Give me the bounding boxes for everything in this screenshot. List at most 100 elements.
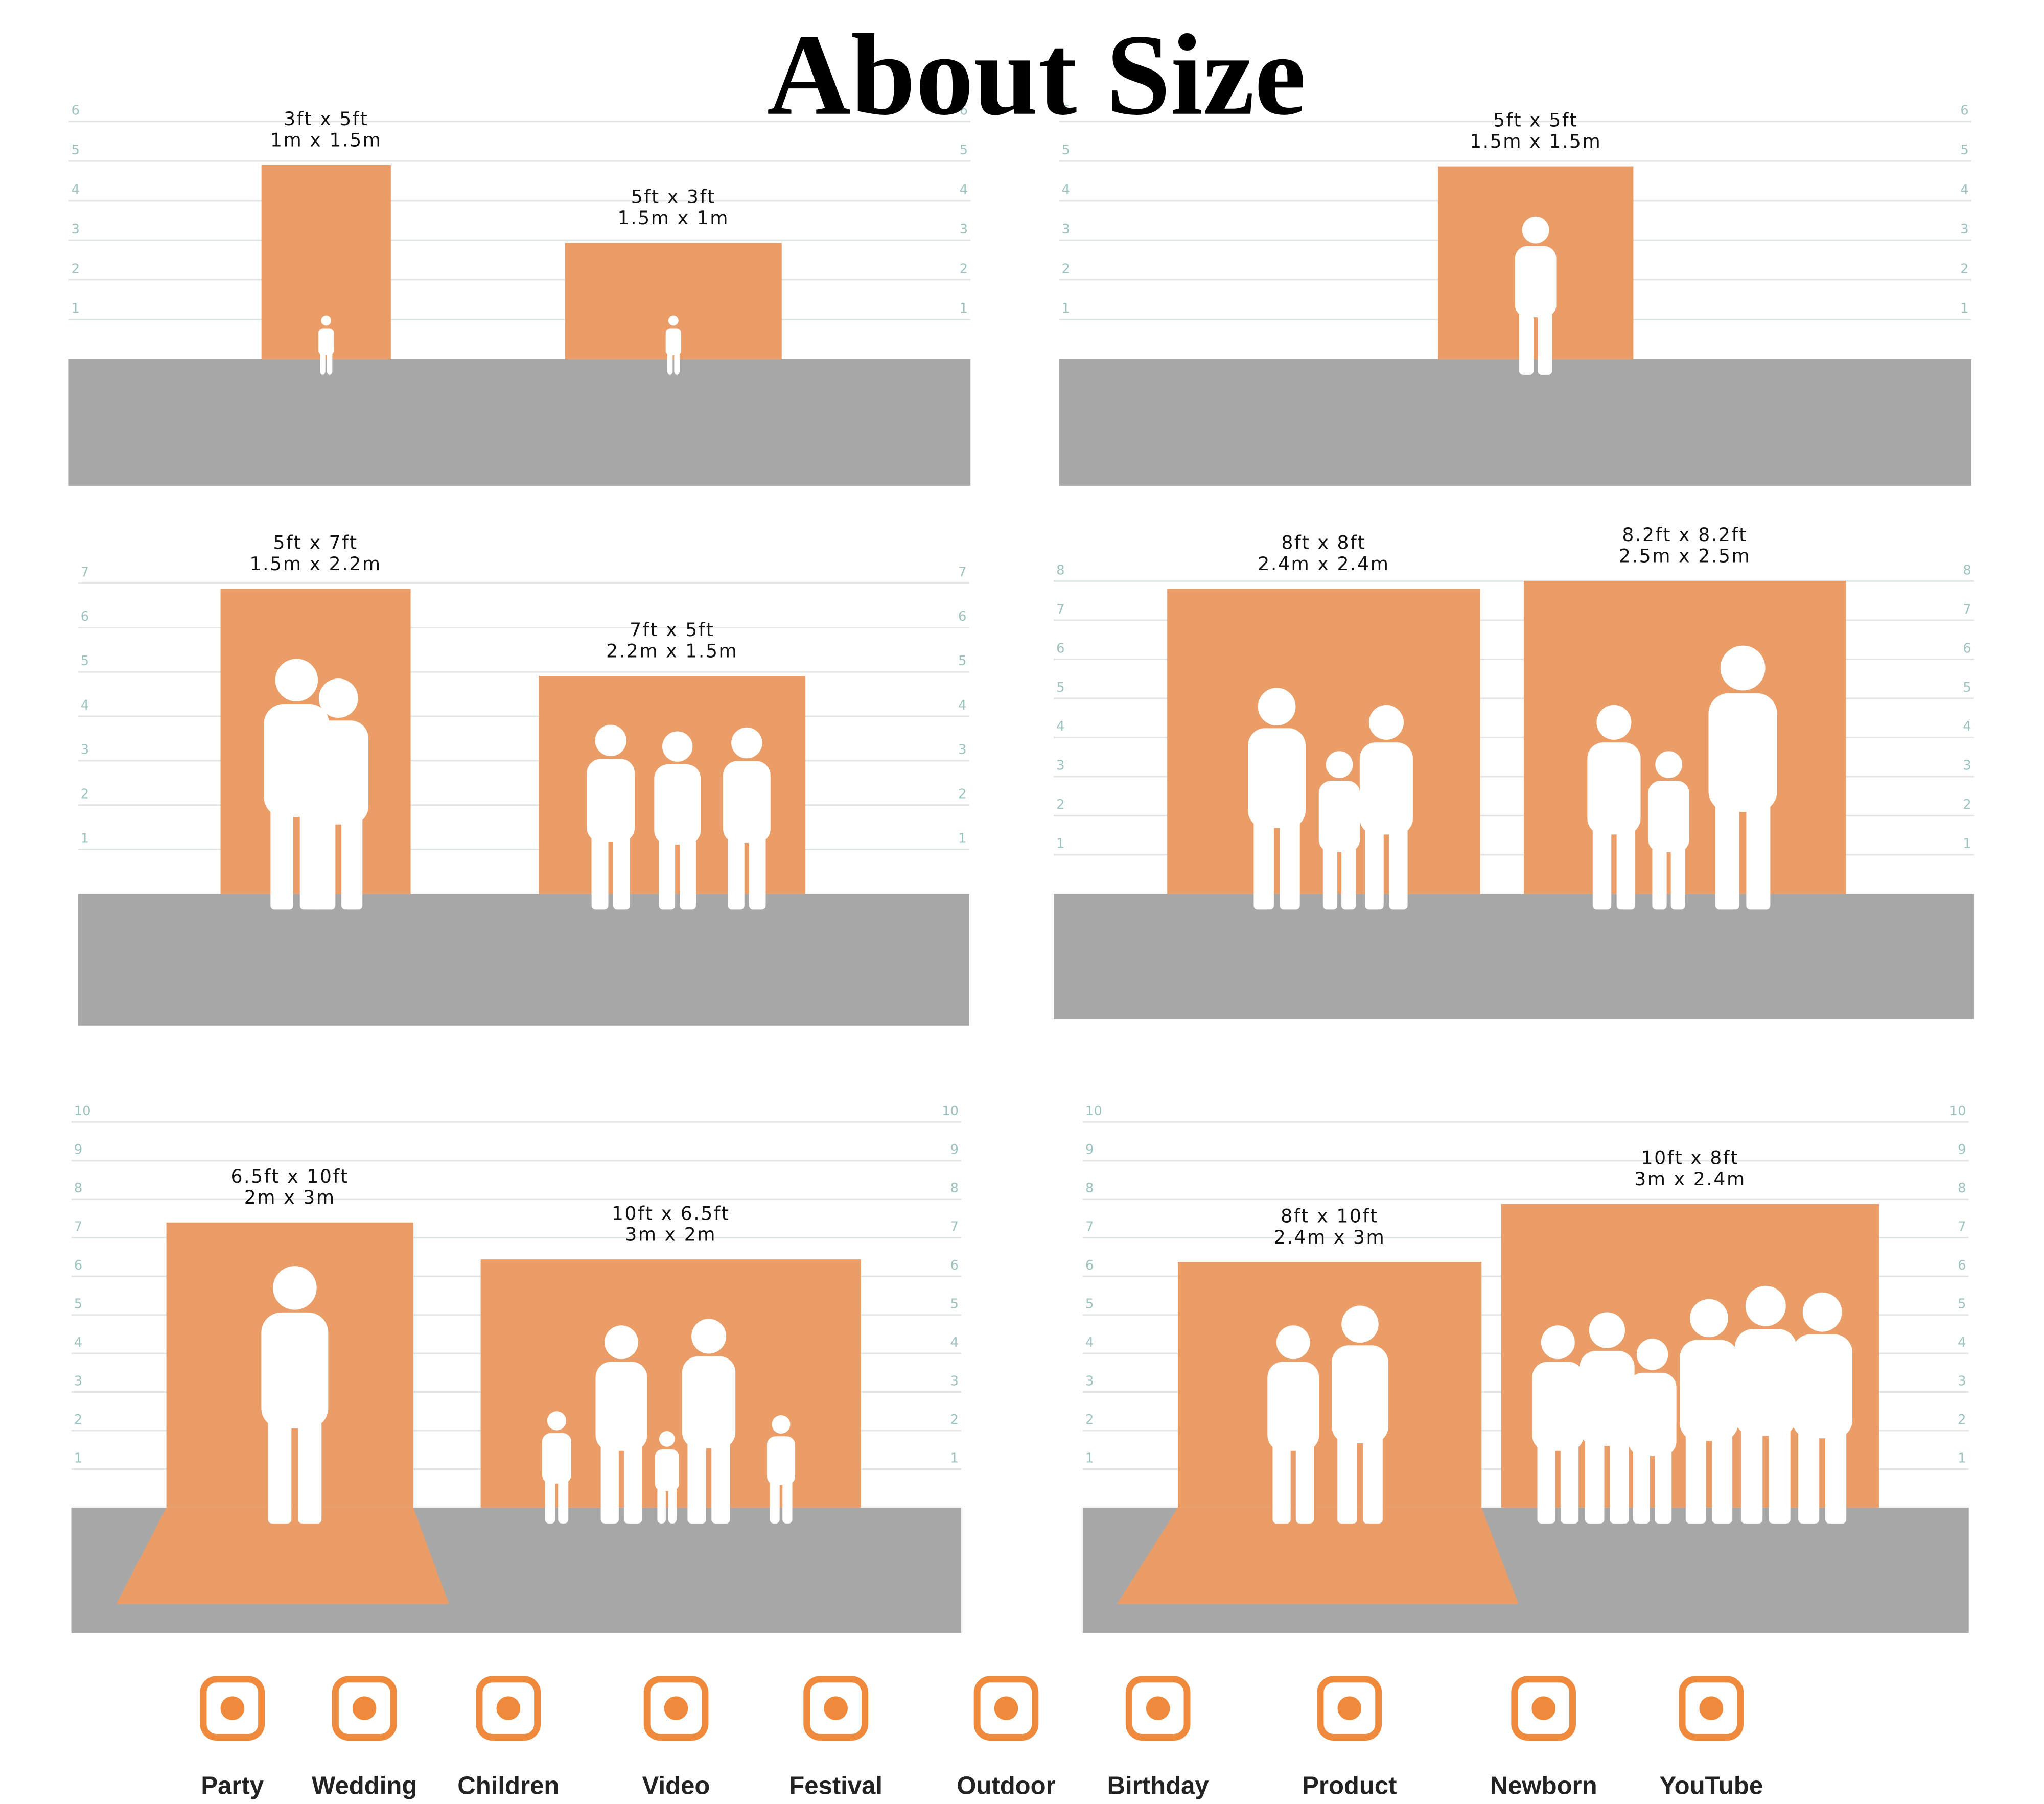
scale-label: 4 bbox=[960, 182, 968, 198]
silhouette-head bbox=[1522, 216, 1549, 244]
silhouette-head bbox=[772, 1415, 791, 1434]
silhouette-head bbox=[1276, 1325, 1310, 1360]
icon-shape bbox=[1511, 1676, 1576, 1741]
silhouette-leg bbox=[782, 1469, 793, 1524]
silhouette-leg bbox=[1538, 295, 1552, 375]
size-meters: 2.4m x 3m bbox=[1274, 1226, 1386, 1248]
scale-label: 2 bbox=[1056, 797, 1064, 812]
scale-label: 2 bbox=[958, 787, 966, 802]
silhouette-leg bbox=[668, 1477, 677, 1524]
scale-label: 5 bbox=[1958, 1296, 1966, 1311]
size-meters: 3m x 2.4m bbox=[1634, 1168, 1746, 1190]
scale-label: 2 bbox=[1085, 1412, 1094, 1427]
scale-label: 9 bbox=[74, 1142, 82, 1158]
use-icon bbox=[476, 1676, 541, 1741]
scale-label: 3 bbox=[958, 742, 966, 758]
use-label: YouTube bbox=[1660, 1772, 1763, 1800]
use-label: Birthday bbox=[1107, 1772, 1210, 1800]
scale-label: 9 bbox=[950, 1142, 959, 1158]
silhouette-leg bbox=[298, 1394, 322, 1524]
icon-shape bbox=[1699, 1696, 1724, 1720]
scale-label: 10 bbox=[1949, 1104, 1966, 1119]
scale-label: 5 bbox=[960, 143, 968, 158]
scale-label: 1 bbox=[74, 1450, 82, 1466]
scale-label: 4 bbox=[950, 1335, 959, 1350]
scale-label: 2 bbox=[1958, 1412, 1966, 1427]
size-feet: 8ft x 10ft bbox=[1281, 1205, 1379, 1227]
size-feet: 5ft x 3ft bbox=[631, 186, 716, 208]
silhouette-leg bbox=[545, 1467, 555, 1524]
scale-label: 2 bbox=[950, 1412, 959, 1427]
silhouette-leg bbox=[1585, 1418, 1605, 1524]
scale-label: 6 bbox=[1062, 103, 1070, 119]
floor bbox=[68, 359, 971, 486]
silhouette-leg bbox=[341, 794, 363, 910]
scale-label: 2 bbox=[72, 262, 80, 277]
scale-label: 5 bbox=[1960, 143, 1968, 158]
silhouette-head bbox=[668, 315, 679, 326]
size-meters: 2.2m x 1.5m bbox=[606, 640, 738, 662]
silhouette-leg bbox=[1825, 1408, 1847, 1524]
scale-label: 4 bbox=[74, 1335, 82, 1350]
silhouette-leg bbox=[1363, 1414, 1383, 1524]
silhouette-leg bbox=[591, 817, 609, 910]
size-meters: 3m x 2m bbox=[625, 1224, 716, 1246]
size-feet: 8ft x 8ft bbox=[1281, 532, 1366, 554]
icon-shape bbox=[476, 1676, 541, 1741]
scale-label: 5 bbox=[950, 1296, 959, 1311]
scale-label: 3 bbox=[1085, 1373, 1094, 1389]
use-icon bbox=[1125, 1676, 1191, 1741]
scale-label: 1 bbox=[960, 301, 968, 316]
scale-label: 9 bbox=[1085, 1142, 1094, 1158]
scale-label: 1 bbox=[950, 1450, 959, 1466]
icon-shape bbox=[1337, 1696, 1362, 1720]
scale-label: 3 bbox=[960, 222, 968, 237]
size-feet: 6.5ft x 10ft bbox=[230, 1165, 349, 1187]
scale-label: 6 bbox=[81, 609, 89, 624]
silhouette-head bbox=[662, 731, 693, 762]
silhouette-head bbox=[1596, 705, 1632, 740]
scale-label: 7 bbox=[1958, 1220, 1966, 1235]
silhouette-head bbox=[1368, 705, 1404, 740]
silhouette-leg bbox=[1798, 1408, 1820, 1524]
use-icon bbox=[200, 1676, 265, 1741]
scale-label: 10 bbox=[1085, 1104, 1102, 1119]
use-icon bbox=[973, 1676, 1039, 1741]
scale-label: 5 bbox=[74, 1296, 82, 1311]
size-meters: 1.5m x 2.2m bbox=[249, 553, 381, 575]
size-meters: 2.4m x 2.4m bbox=[1258, 553, 1389, 575]
silhouette-leg bbox=[1272, 1424, 1291, 1524]
silhouette-head bbox=[321, 315, 332, 326]
scale-label: 2 bbox=[1963, 797, 1971, 812]
silhouette-leg bbox=[1341, 830, 1356, 910]
use-label: Wedding bbox=[312, 1772, 417, 1800]
silhouette-head bbox=[1541, 1325, 1575, 1360]
scale-label: 1 bbox=[72, 301, 80, 316]
scale-label: 1 bbox=[1958, 1450, 1966, 1466]
scale-label: 4 bbox=[1963, 719, 1971, 734]
silhouette-leg bbox=[1365, 807, 1384, 910]
size-feet: 5ft x 7ft bbox=[273, 532, 358, 554]
scale-label: 3 bbox=[1958, 1373, 1966, 1389]
scale-label: 10 bbox=[74, 1104, 91, 1119]
size-feet: 3ft x 5ft bbox=[284, 108, 368, 130]
silhouette-leg bbox=[657, 1477, 666, 1524]
silhouette-head bbox=[604, 1325, 638, 1360]
scale-label: 6 bbox=[1056, 641, 1064, 656]
icon-shape bbox=[200, 1676, 265, 1741]
silhouette-leg bbox=[1337, 1414, 1357, 1524]
floor bbox=[78, 894, 969, 1026]
scale-label: 2 bbox=[1960, 262, 1968, 277]
scale-label: 8 bbox=[1056, 563, 1064, 578]
scale-label: 3 bbox=[1960, 222, 1968, 237]
silhouette-leg bbox=[1746, 777, 1771, 910]
icon-shape bbox=[664, 1696, 688, 1720]
size-feet: 10ft x 6.5ft bbox=[612, 1202, 730, 1224]
icon-shape bbox=[220, 1696, 245, 1720]
silhouette-leg bbox=[1295, 1424, 1314, 1524]
silhouette-leg bbox=[327, 345, 333, 375]
silhouette-head bbox=[1745, 1285, 1786, 1326]
silhouette-leg bbox=[1610, 1418, 1629, 1524]
